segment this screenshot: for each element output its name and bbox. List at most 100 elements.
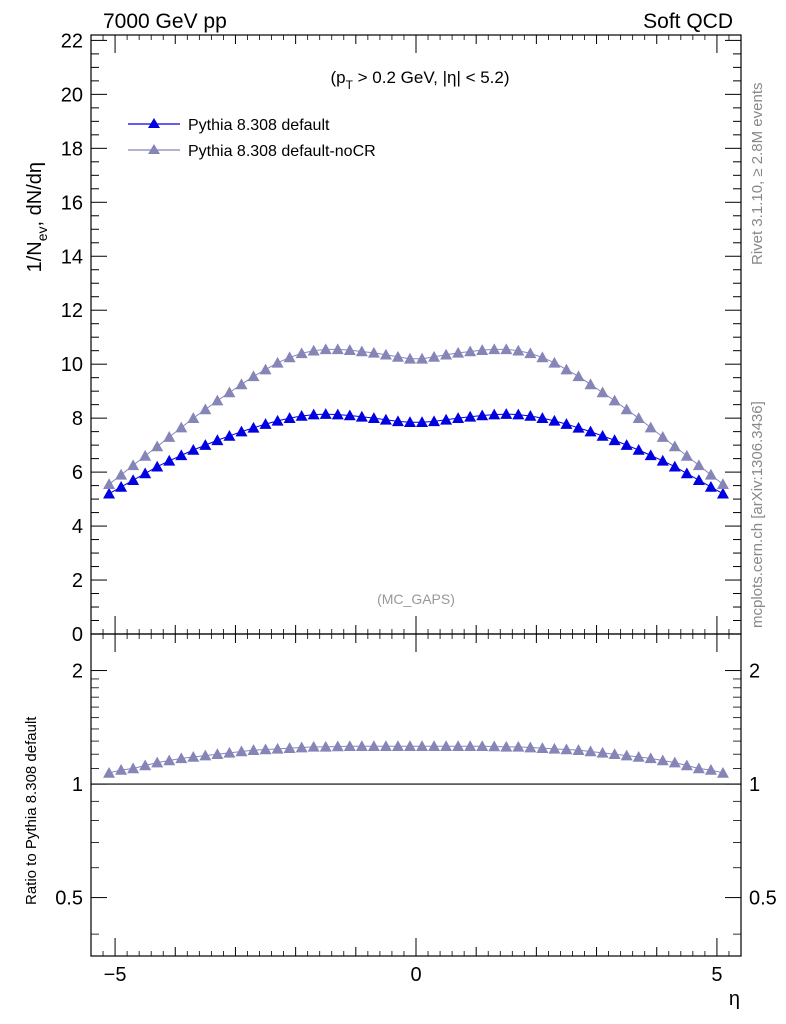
data-point-series-1 bbox=[343, 344, 356, 355]
ratio-data-point bbox=[500, 740, 513, 752]
data-point-series-0 bbox=[103, 487, 116, 499]
data-point-series-0 bbox=[548, 414, 561, 426]
data-point-series-1 bbox=[476, 344, 489, 355]
data-point-series-0 bbox=[115, 480, 128, 492]
data-point-series-0 bbox=[692, 474, 705, 486]
data-point-series-0 bbox=[608, 434, 621, 446]
data-point-series-0 bbox=[403, 416, 416, 427]
data-point-series-0 bbox=[464, 410, 477, 422]
data-point-series-0 bbox=[187, 443, 200, 455]
data-point-series-0 bbox=[656, 454, 669, 466]
ratio-data-point bbox=[343, 740, 356, 752]
ratio-data-point bbox=[656, 754, 669, 766]
ratio-data-point bbox=[428, 740, 441, 752]
data-point-series-0 bbox=[175, 449, 188, 461]
data-point-series-0 bbox=[307, 408, 320, 420]
data-point-series-1 bbox=[307, 344, 320, 356]
ratio-data-point bbox=[452, 740, 465, 752]
main-series-group bbox=[103, 343, 729, 499]
data-point-series-0 bbox=[488, 408, 501, 420]
ratio-data-point bbox=[115, 763, 128, 775]
data-point-series-1 bbox=[175, 421, 188, 433]
ratio-data-point bbox=[548, 742, 561, 754]
data-point-series-1 bbox=[656, 431, 669, 442]
legend-marker-default bbox=[148, 118, 160, 128]
data-point-series-1 bbox=[379, 348, 392, 360]
ratio-data-point bbox=[512, 740, 525, 752]
data-point-series-0 bbox=[295, 409, 308, 421]
main-y-axis: 0 2 4 6 8 10 12 14 16 18 20 22 bbox=[61, 30, 741, 646]
ratio-data-point bbox=[379, 740, 392, 752]
ratio-ytick-label-right: 2 bbox=[749, 661, 760, 683]
ratio-data-point bbox=[584, 745, 597, 757]
data-point-series-0 bbox=[319, 408, 332, 419]
data-point-series-1 bbox=[524, 347, 537, 359]
data-point-series-1 bbox=[488, 343, 501, 355]
data-point-series-1 bbox=[632, 412, 645, 423]
ratio-data-point bbox=[560, 743, 573, 755]
data-point-series-1 bbox=[391, 350, 404, 362]
main-ytick-label: 14 bbox=[61, 246, 83, 268]
ratio-series-line bbox=[108, 745, 724, 774]
data-point-series-0 bbox=[584, 425, 597, 437]
ratio-data-point bbox=[476, 740, 489, 752]
data-point-series-0 bbox=[716, 487, 729, 499]
data-point-series-0 bbox=[271, 414, 284, 426]
ratio-data-point bbox=[355, 740, 368, 752]
data-point-series-1 bbox=[428, 350, 441, 362]
data-point-series-0 bbox=[127, 474, 140, 486]
data-point-series-1 bbox=[355, 345, 368, 357]
data-point-series-1 bbox=[548, 356, 561, 368]
ratio-ytick-label-right: 1 bbox=[749, 774, 760, 796]
main-ytick-label: 18 bbox=[61, 138, 83, 160]
data-point-series-1 bbox=[103, 478, 116, 490]
main-ytick-label: 12 bbox=[61, 300, 83, 322]
data-point-series-0 bbox=[632, 443, 645, 455]
data-point-series-1 bbox=[572, 370, 585, 382]
data-point-series-0 bbox=[283, 412, 296, 423]
data-point-series-0 bbox=[367, 412, 380, 423]
ratio-series-group bbox=[103, 740, 729, 778]
ratio-ytick-label-right: 0.5 bbox=[749, 888, 777, 910]
data-point-series-1 bbox=[295, 347, 308, 359]
data-point-series-0 bbox=[620, 439, 633, 450]
ratio-data-point bbox=[151, 756, 164, 768]
data-point-series-1 bbox=[692, 459, 705, 471]
data-point-series-0 bbox=[704, 480, 717, 492]
data-point-series-0 bbox=[668, 460, 681, 472]
data-point-series-0 bbox=[163, 454, 176, 466]
main-ytick-label: 20 bbox=[61, 84, 83, 106]
ratio-y-axis: 0.5 0.5 1 1 2 2 bbox=[55, 661, 777, 935]
data-point-series-1 bbox=[331, 343, 344, 355]
data-point-series-1 bbox=[199, 403, 212, 415]
ratio-data-point bbox=[632, 750, 645, 762]
ratio-data-point bbox=[139, 759, 152, 771]
data-point-series-1 bbox=[440, 348, 453, 360]
ratio-data-point bbox=[235, 745, 248, 757]
x-axis-label: η bbox=[729, 988, 740, 1010]
data-point-series-0 bbox=[452, 412, 465, 423]
data-point-series-0 bbox=[560, 418, 573, 429]
data-point-series-0 bbox=[680, 467, 693, 479]
ratio-data-point bbox=[572, 744, 585, 755]
main-ytick-label: 2 bbox=[72, 570, 83, 592]
data-point-series-1 bbox=[560, 363, 573, 375]
rivet-label: Rivet 3.1.10, ≥ 2.8M events bbox=[749, 83, 766, 266]
main-ytick-label: 22 bbox=[61, 30, 83, 52]
ratio-data-point bbox=[416, 740, 429, 752]
series-line-1 bbox=[108, 348, 724, 485]
ratio-ytick-label-left: 0.5 bbox=[55, 888, 83, 910]
data-point-series-0 bbox=[512, 408, 525, 420]
ratio-data-point bbox=[680, 759, 693, 771]
ratio-data-point bbox=[175, 752, 188, 764]
data-point-series-1 bbox=[644, 421, 657, 433]
ratio-data-point bbox=[247, 744, 260, 755]
data-point-series-0 bbox=[644, 449, 657, 461]
data-point-series-1 bbox=[704, 468, 717, 480]
ratio-data-point bbox=[668, 756, 681, 768]
data-point-series-1 bbox=[500, 343, 513, 355]
ratio-data-point bbox=[391, 740, 404, 752]
data-point-series-0 bbox=[223, 429, 236, 441]
ratio-data-point bbox=[464, 740, 477, 752]
